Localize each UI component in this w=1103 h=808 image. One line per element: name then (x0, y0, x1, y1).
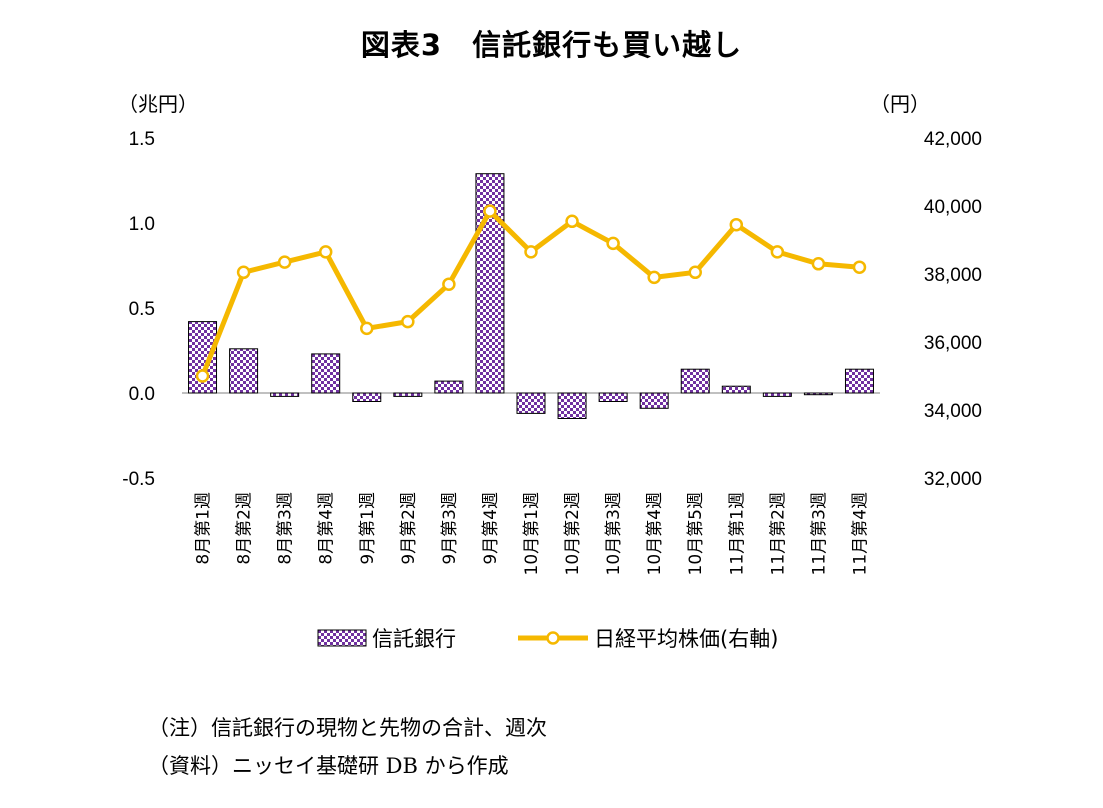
bar-trust-banks (229, 348, 259, 394)
category-label: 8月第2週 (235, 492, 255, 565)
left-axis-ticks: 1.5 1.0 0.5 0.0 -0.5 (122, 129, 155, 490)
right-tick-label: 34,000 (924, 401, 982, 422)
nikkei-point (483, 204, 497, 218)
bar-trust-banks (270, 392, 300, 397)
category-label: 9月第3週 (440, 492, 460, 565)
category-label: 11月第1週 (727, 492, 747, 575)
bar-trust-banks (639, 392, 669, 409)
category-label: 9月第4週 (481, 492, 501, 565)
note-source: （資料）ニッセイ基礎研 DB から作成 (148, 754, 509, 778)
nikkei-point (442, 277, 456, 291)
nikkei-point (770, 245, 785, 259)
left-tick-label: 0.5 (129, 299, 155, 320)
legend-bar-label: 信託銀行 (372, 627, 456, 651)
chart-title: 図表3 信託銀行も買い越し (360, 28, 743, 62)
category-label: 8月第4週 (317, 492, 337, 565)
category-label: 9月第2週 (399, 492, 419, 565)
left-tick-label: 0.0 (129, 384, 155, 405)
category-label: 8月第1週 (194, 492, 214, 565)
left-axis-unit: （兆円） (118, 92, 198, 116)
nikkei-point (688, 265, 702, 280)
category-label: 10月第4週 (645, 492, 665, 575)
legend-bar-swatch (317, 629, 367, 647)
category-label: 10月第2週 (563, 492, 583, 575)
nikkei-point (606, 236, 620, 251)
category-label: 10月第3週 (604, 492, 624, 575)
nikkei-point (524, 245, 538, 259)
category-label: 8月第3週 (276, 492, 296, 565)
right-tick-label: 42,000 (924, 129, 982, 150)
bar-trust-banks (762, 392, 792, 397)
right-tick-label: 32,000 (924, 469, 982, 490)
bar-trust-banks (352, 392, 382, 402)
right-tick-label: 40,000 (924, 197, 982, 218)
nikkei-point (729, 217, 744, 232)
nikkei-point (565, 214, 579, 229)
bar-trust-banks (598, 392, 628, 402)
nikkei-point (195, 369, 210, 383)
category-label: 11月第2週 (768, 492, 788, 575)
nikkei-point (401, 314, 415, 329)
category-label: 11月第4週 (850, 492, 870, 575)
category-label: 9月第1週 (358, 492, 378, 565)
bar-trust-banks (516, 392, 546, 414)
left-tick-label: 1.5 (129, 129, 155, 150)
nikkei-point (318, 245, 333, 259)
category-label: 10月第5週 (686, 492, 706, 575)
right-tick-label: 36,000 (924, 333, 982, 354)
category-labels: 8月第1週 8月第2週 8月第3週 8月第4週 9月第1週 9月第2週 9月第3週 9月第4週… (194, 492, 871, 575)
note-footnote: （注）信託銀行の現物と先物の合計、週次 (148, 716, 547, 740)
category-label: 11月第3週 (809, 492, 829, 575)
nikkei-point (360, 321, 374, 336)
nikkei-point (647, 270, 661, 285)
left-tick-label: 1.0 (129, 214, 155, 235)
nikkei-line (200, 208, 862, 379)
bar-series (188, 173, 874, 419)
bar-trust-banks (721, 385, 751, 394)
legend-line-label: 日経平均株価(右軸) (594, 627, 778, 651)
left-tick-label: -0.5 (122, 469, 155, 490)
bar-trust-banks (680, 368, 710, 394)
bar-trust-banks (557, 392, 587, 419)
bar-trust-banks (434, 380, 464, 394)
nikkei-point (852, 260, 867, 274)
category-label: 10月第1週 (522, 492, 542, 575)
right-axis-ticks: 42,000 40,000 38,000 36,000 34,000 32,000 (924, 129, 982, 490)
line-series (195, 204, 867, 383)
nikkei-point (811, 257, 826, 271)
right-axis-unit: （円） (870, 92, 930, 116)
bar-trust-banks (803, 392, 833, 396)
right-tick-label: 38,000 (924, 265, 982, 286)
bar-trust-banks (393, 392, 423, 397)
bar-trust-banks (311, 353, 341, 394)
legend-line-marker (546, 631, 560, 645)
nikkei-point (277, 255, 292, 269)
nikkei-point (236, 265, 251, 280)
bar-trust-banks (844, 368, 874, 394)
legend: 信託銀行 日経平均株価(右軸) (317, 627, 778, 651)
